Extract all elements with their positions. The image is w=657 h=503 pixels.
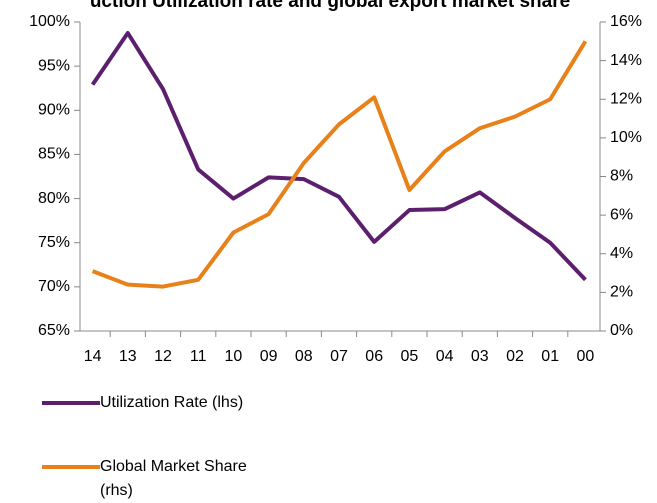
y-tick-label: 80% — [38, 190, 70, 207]
chart-title: uction Utilization rate and global expor… — [90, 0, 570, 12]
x-tick-label: 11 — [190, 348, 207, 365]
y2-tick-label: 4% — [610, 245, 633, 262]
x-tick-label: 01 — [541, 348, 559, 365]
y2-tick-label: 0% — [610, 322, 633, 339]
legend-label: Utilization Rate (lhs) — [100, 394, 244, 411]
x-tick-label: 13 — [119, 348, 137, 365]
x-tick-label: 07 — [330, 348, 348, 365]
y-tick-label: 75% — [38, 234, 70, 251]
x-tick-label: 02 — [506, 348, 524, 365]
y-tick-label: 95% — [38, 57, 70, 74]
x-tick-label: 05 — [401, 348, 419, 365]
y-tick-label: 70% — [38, 278, 70, 295]
legend-label: Global Market Share (rhs) — [100, 458, 247, 499]
y2-tick-label: 8% — [610, 168, 633, 185]
x-tick-label: 14 — [84, 348, 102, 365]
x-tick-label: 08 — [295, 348, 313, 365]
y2-tick-label: 12% — [610, 90, 642, 107]
y-tick-label: 65% — [38, 322, 70, 339]
x-tick-label: 12 — [154, 348, 172, 365]
y2-tick-label: 14% — [610, 52, 642, 69]
y2-tick-label: 6% — [610, 206, 633, 223]
x-tick-label: 00 — [577, 348, 595, 365]
y2-tick-label: 16% — [610, 13, 642, 30]
y2-tick-label: 2% — [610, 284, 633, 301]
y-tick-label: 85% — [38, 146, 70, 163]
x-tick-label: 06 — [365, 348, 383, 365]
x-tick-label: 03 — [471, 348, 489, 365]
x-tick-label: 04 — [436, 348, 454, 365]
x-tick-label: 10 — [225, 348, 243, 365]
series-line — [90, 31, 587, 282]
y-tick-label: 90% — [38, 102, 70, 119]
x-tick-label: 09 — [260, 348, 278, 365]
series-line — [91, 40, 588, 289]
y2-tick-label: 10% — [610, 129, 642, 146]
y-tick-label: 100% — [29, 13, 70, 30]
